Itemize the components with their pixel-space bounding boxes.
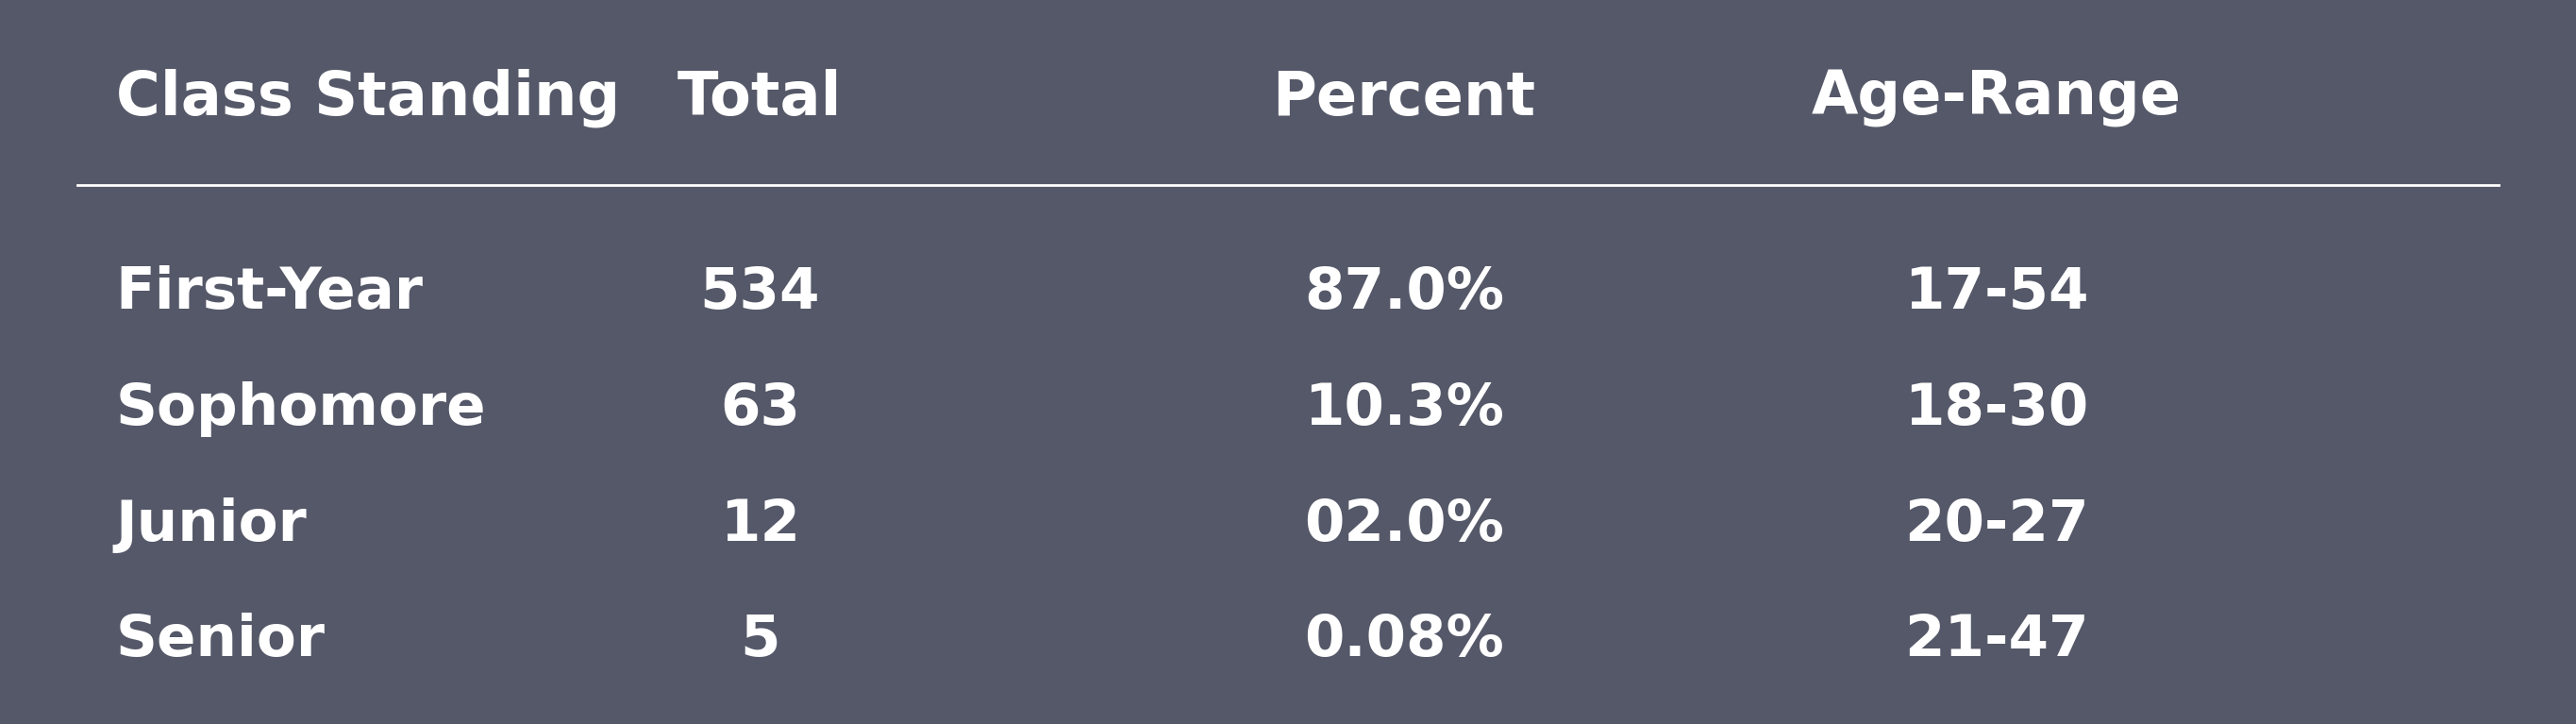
Text: Total: Total	[677, 69, 842, 127]
Text: Percent: Percent	[1273, 69, 1535, 127]
Text: Sophomore: Sophomore	[116, 382, 487, 437]
Text: Senior: Senior	[116, 613, 325, 668]
Text: 87.0%: 87.0%	[1303, 266, 1504, 321]
Text: 0.08%: 0.08%	[1303, 613, 1504, 668]
Text: 12: 12	[719, 497, 801, 552]
Text: 5: 5	[739, 613, 781, 668]
Text: 534: 534	[701, 266, 819, 321]
Text: 21-47: 21-47	[1904, 613, 2089, 668]
Text: 10.3%: 10.3%	[1303, 382, 1504, 437]
Text: 18-30: 18-30	[1904, 382, 2089, 437]
Text: 20-27: 20-27	[1904, 497, 2089, 552]
Text: 17-54: 17-54	[1904, 266, 2089, 321]
Text: First-Year: First-Year	[116, 266, 422, 321]
Text: Junior: Junior	[116, 497, 307, 552]
Text: Class Standing: Class Standing	[116, 68, 621, 127]
Text: 02.0%: 02.0%	[1303, 497, 1504, 552]
Text: Age-Range: Age-Range	[1811, 69, 2182, 127]
Text: 63: 63	[719, 382, 801, 437]
